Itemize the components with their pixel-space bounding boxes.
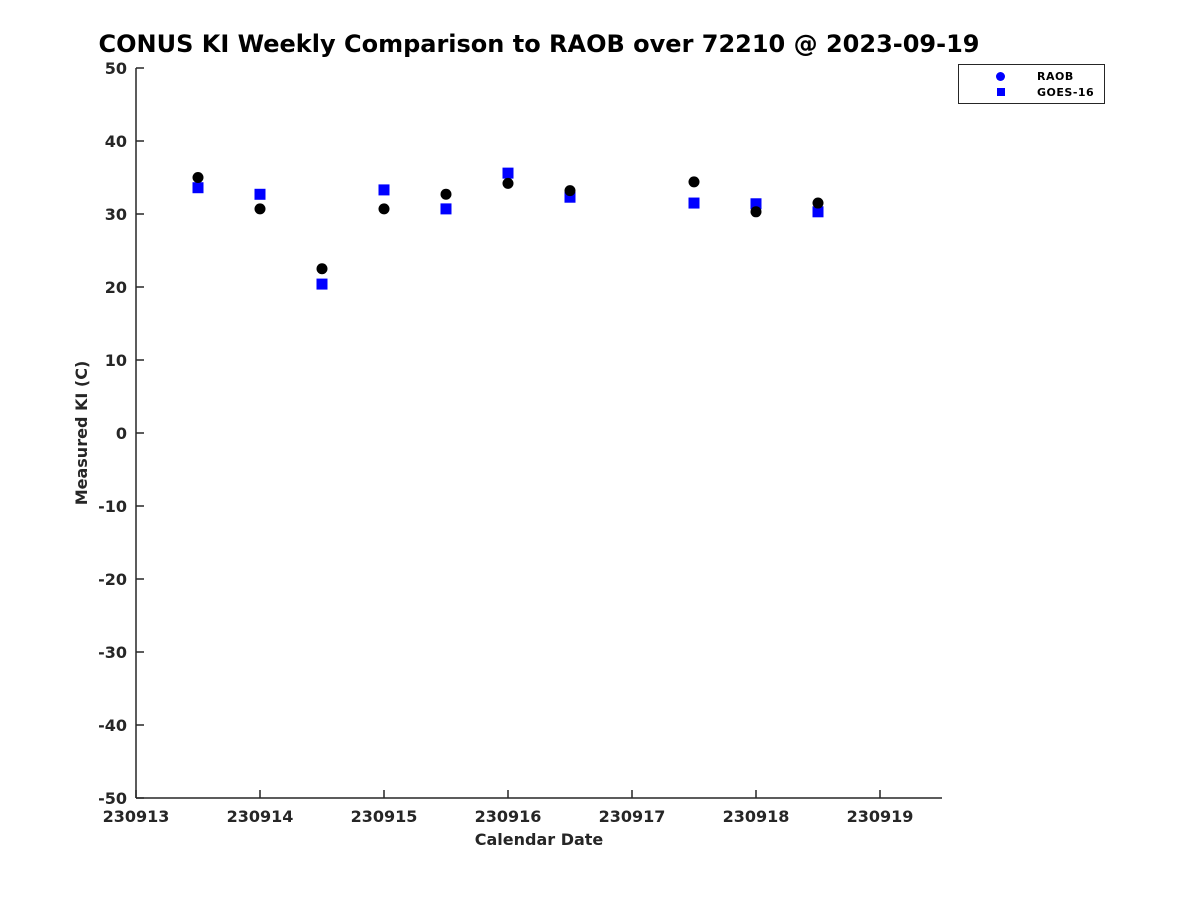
goes16-point [812, 206, 824, 218]
goes16-square-icon [997, 88, 1005, 96]
goes16-point [378, 184, 390, 196]
goes16-point [564, 191, 576, 203]
raob-point [192, 172, 204, 183]
x-tick-label: 230918 [723, 807, 790, 826]
raob-point [502, 177, 514, 189]
y-tick-label: 30 [105, 205, 127, 224]
x-tick-label: 230914 [227, 807, 294, 826]
y-tick-label: -40 [98, 716, 127, 735]
goes16-point [502, 167, 514, 179]
raob-point [440, 188, 452, 200]
goes16-point [192, 182, 204, 194]
raob-point [316, 263, 328, 275]
raob-point [564, 185, 576, 197]
x-tick-label: 230913 [103, 807, 170, 826]
y-tick-label: 40 [105, 132, 127, 151]
legend-item-goes16: GOES-16 [959, 84, 1104, 100]
legend-label-goes16: GOES-16 [1037, 85, 1095, 99]
y-tick-label: -50 [98, 789, 127, 808]
y-tick-label: 0 [116, 424, 127, 443]
chart-title: CONUS KI Weekly Comparison to RAOB over … [98, 30, 980, 58]
x-axis-label: Calendar Date [474, 830, 604, 849]
raob-point [812, 197, 824, 209]
raob-point [750, 206, 762, 218]
x-tick-label: 230916 [475, 807, 542, 826]
goes16-point [688, 197, 700, 209]
legend-item-raob: RAOB [959, 68, 1104, 84]
goes16-point [316, 278, 328, 290]
x-tick-label: 230917 [599, 807, 666, 826]
y-tick-label: 20 [105, 278, 127, 297]
x-tick-label: 230919 [847, 807, 914, 826]
raob-circle-icon [996, 71, 1005, 81]
goes16-point [254, 188, 266, 200]
y-tick-label: 50 [105, 59, 127, 78]
legend-box: RAOB GOES-16 [958, 64, 1105, 104]
y-tick-label: -10 [98, 497, 127, 516]
y-tick-label: -20 [98, 570, 127, 589]
y-tick-label: -30 [98, 643, 127, 662]
goes16-point [440, 203, 452, 215]
y-tick-label: 10 [105, 351, 127, 370]
goes16-point [750, 198, 762, 210]
raob-point [254, 203, 266, 215]
raob-point [688, 176, 700, 188]
raob-point [378, 203, 390, 215]
legend-label-raob: RAOB [1037, 69, 1074, 83]
x-tick-label: 230915 [351, 807, 418, 826]
y-axis-label: Measured KI (C) [72, 360, 91, 506]
